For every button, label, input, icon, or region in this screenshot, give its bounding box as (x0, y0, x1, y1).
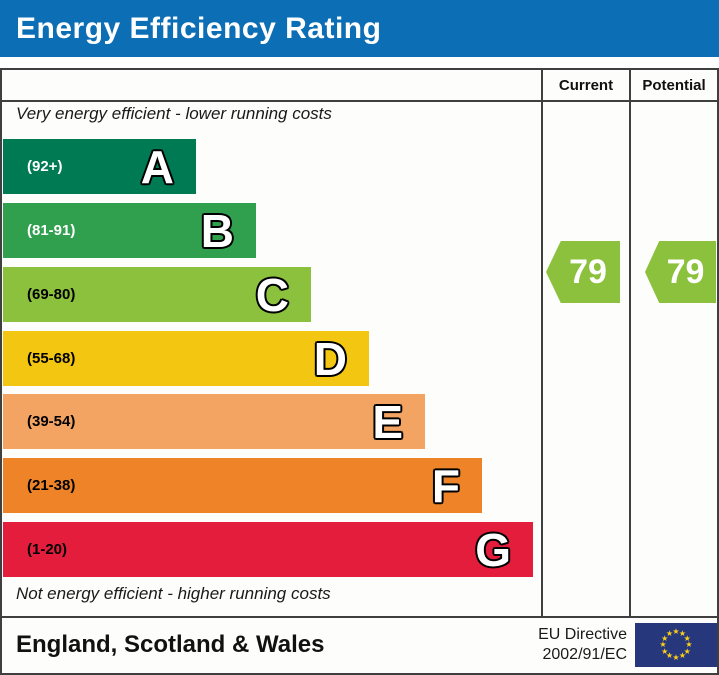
band-f: (21-38) F (3, 458, 482, 513)
current-rating-arrow: 79 (546, 241, 620, 303)
eu-directive-line1: EU Directive (538, 626, 627, 643)
eu-flag-star-icon: ★ (683, 646, 691, 656)
band-d-letter: D (313, 332, 347, 385)
band-c: (69-80) C (3, 267, 311, 322)
eu-directive-label: EU Directive 2002/91/EC (538, 622, 627, 668)
eu-flag-star-icon: ★ (683, 633, 691, 643)
note-very-efficient: Very energy efficient - lower running co… (16, 104, 332, 123)
eu-flag-star-icon: ★ (672, 627, 680, 636)
eu-flag-star-icon: ★ (661, 646, 669, 656)
column-header-potential: Potential (642, 76, 706, 94)
eu-flag-star-icon: ★ (659, 640, 667, 649)
band-b-range: (81-91) (27, 222, 76, 239)
band-g-range: (1-20) (27, 541, 68, 558)
potential-rating-value: 79 (666, 252, 705, 291)
band-a-letter: A (140, 140, 174, 193)
eu-flag-star-icon: ★ (678, 651, 687, 661)
column-divider-current (541, 68, 543, 618)
eu-flag-star-icon: ★ (685, 640, 693, 649)
band-e: (39-54) E (3, 394, 425, 449)
page-title: Energy Efficiency Rating (16, 11, 382, 45)
table-header-divider (2, 100, 717, 102)
footer-bar (0, 616, 719, 675)
band-c-letter: C (255, 268, 289, 321)
column-divider-potential (629, 68, 631, 618)
current-rating-value: 79 (569, 252, 607, 291)
band-a-range: (92+) (27, 158, 63, 175)
eu-flag-star-icon: ★ (678, 628, 687, 638)
title-bar: Energy Efficiency Rating (0, 0, 719, 57)
column-header-current: Current (558, 76, 614, 94)
note-not-efficient: Not energy efficient - higher running co… (16, 584, 331, 603)
band-f-letter: F (431, 459, 460, 512)
eu-flag-star-icon: ★ (665, 628, 674, 638)
region-label: England, Scotland & Wales (16, 630, 325, 658)
band-b-letter: B (200, 204, 234, 257)
band-g: (1-20) G (3, 522, 533, 577)
band-a: (92+) A (3, 139, 196, 194)
band-e-letter: E (372, 395, 403, 448)
band-b: (81-91) B (3, 203, 256, 258)
eu-flag-star-icon: ★ (661, 633, 669, 643)
band-c-range: (69-80) (27, 286, 76, 303)
eu-flag-icon: ★ ★ ★ ★ ★ ★ ★ ★ ★ ★ ★ ★ (635, 623, 717, 667)
band-g-letter: G (475, 523, 511, 576)
potential-rating-arrow: 79 (645, 241, 716, 303)
band-d-range: (55-68) (27, 350, 76, 367)
eu-flag-star-icon: ★ (665, 651, 674, 661)
band-d: (55-68) D (3, 331, 369, 386)
band-e-range: (39-54) (27, 413, 76, 430)
band-f-range: (21-38) (27, 477, 76, 494)
eu-flag-star-icon: ★ (672, 653, 680, 662)
eu-directive-line2: 2002/91/EC (542, 646, 627, 663)
